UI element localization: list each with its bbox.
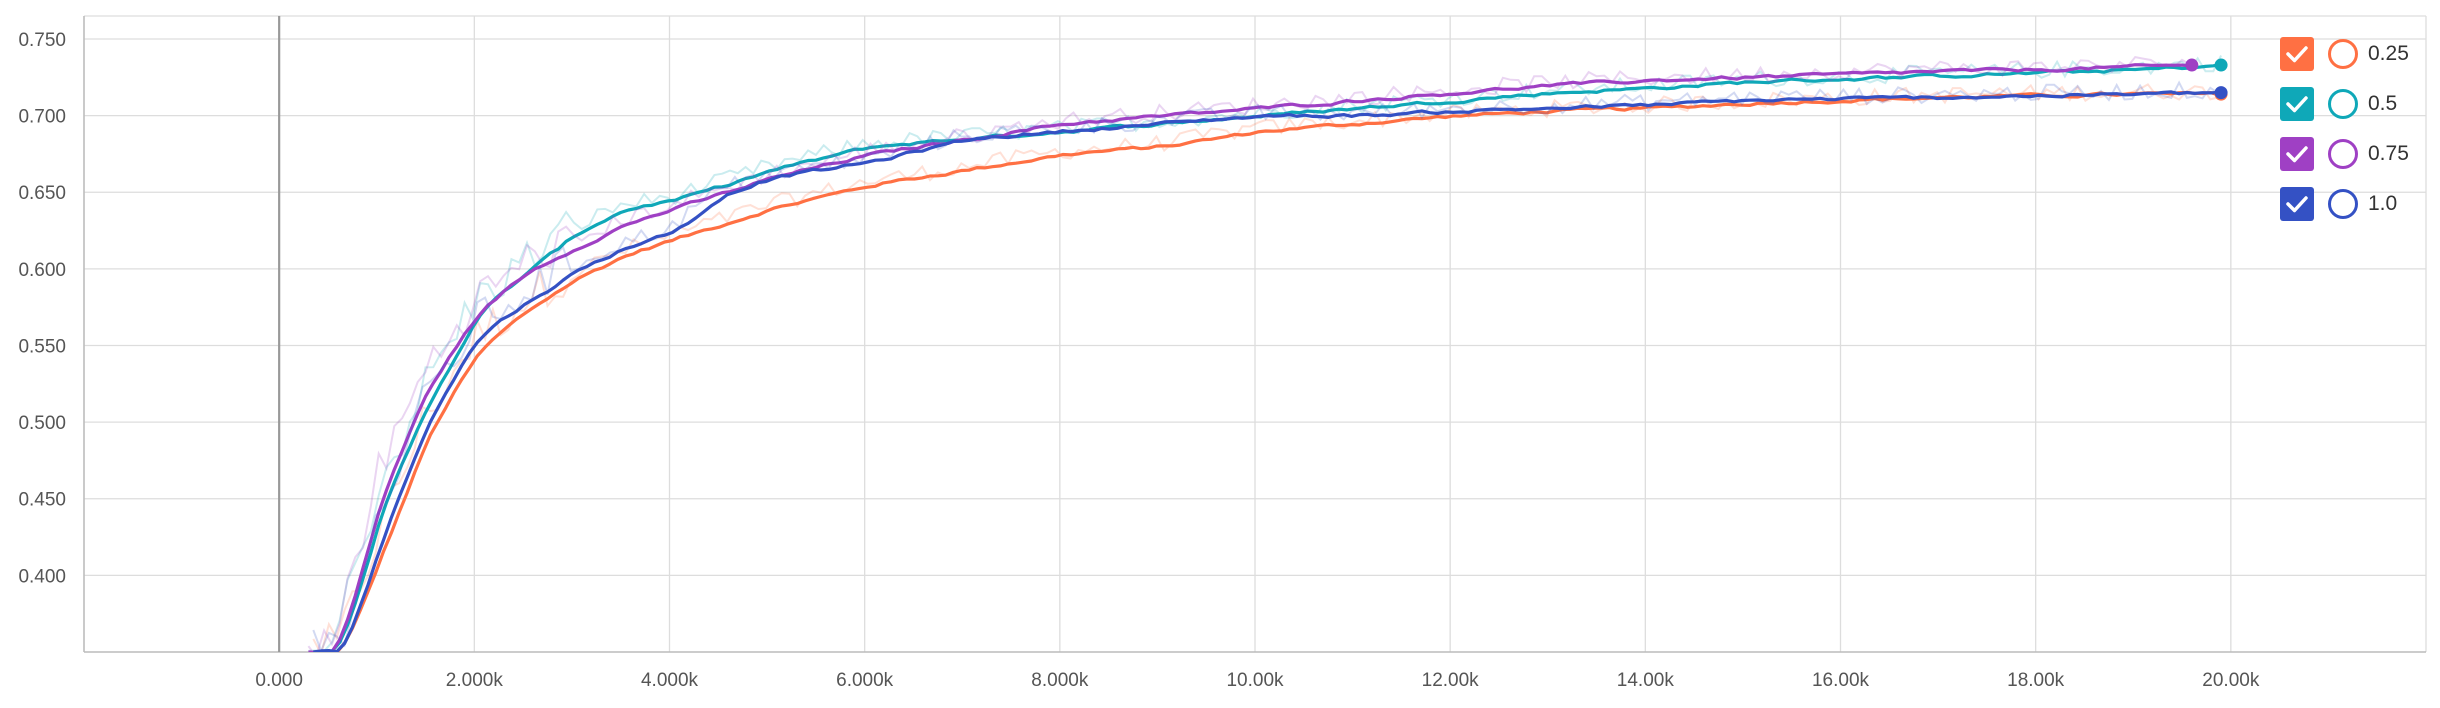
series-ring-icon[interactable] xyxy=(2328,139,2358,169)
series-raw-line xyxy=(308,55,2222,652)
x-tick-label: 20.00k xyxy=(2202,670,2260,691)
series-endpoint xyxy=(2185,58,2199,72)
x-tick-label: 2.000k xyxy=(446,670,504,691)
series-ring-icon[interactable] xyxy=(2328,89,2358,119)
y-tick-label: 0.550 xyxy=(18,336,66,357)
checkmark-icon xyxy=(2286,96,2308,113)
legend-label: 0.5 xyxy=(2368,92,2398,115)
series-endpoint xyxy=(2214,58,2228,72)
y-tick-label: 0.750 xyxy=(18,30,66,51)
checkmark-icon xyxy=(2286,46,2308,63)
x-tick-label: 14.00k xyxy=(1617,670,1675,691)
legend: 0.25 0.5 0.75 1.0 xyxy=(2268,30,2438,230)
y-tick-label: 0.650 xyxy=(18,183,66,204)
y-tick-label: 0.450 xyxy=(18,490,66,511)
series-line[interactable] xyxy=(313,90,2219,652)
y-tick-label: 0.600 xyxy=(18,260,66,281)
x-tick-label: 8.000k xyxy=(1031,670,1089,691)
checkmark-icon xyxy=(2286,146,2308,163)
axes xyxy=(83,16,2426,653)
x-tick-label: 6.000k xyxy=(836,670,894,691)
series-lines xyxy=(307,55,2222,654)
legend-item[interactable]: 1.0 xyxy=(2268,180,2438,230)
series-raw-line xyxy=(312,80,2219,652)
series-checkbox[interactable] xyxy=(2280,137,2314,171)
series-line[interactable] xyxy=(313,90,2219,653)
x-tick-label: 10.00k xyxy=(1226,670,1284,691)
series-endpoint xyxy=(2214,86,2228,100)
x-tick-label: 0.000 xyxy=(255,670,303,691)
series-line[interactable] xyxy=(308,62,2222,654)
legend-item[interactable]: 0.25 xyxy=(2268,30,2438,80)
y-tick-label: 0.400 xyxy=(18,566,66,587)
grid-lines xyxy=(83,15,2427,652)
y-tick-label: 0.700 xyxy=(18,107,66,128)
series-checkbox[interactable] xyxy=(2280,187,2314,221)
legend-label: 0.25 xyxy=(2368,42,2409,65)
y-axis-ticks: 0.400 0.450 0.500 0.550 0.600 0.650 0.700 0.750 xyxy=(18,30,66,587)
legend-label: 1.0 xyxy=(2368,192,2398,215)
x-axis-ticks: 0.000 2.000k 4.000k 6.000k 8.000k 10.00k 12.00… xyxy=(255,670,2259,691)
series-raw-line xyxy=(312,83,2219,652)
x-tick-label: 16.00k xyxy=(1812,670,1870,691)
x-tick-label: 4.000k xyxy=(641,670,699,691)
series-checkbox[interactable] xyxy=(2280,37,2314,71)
plot-area xyxy=(307,55,2228,654)
series-ring-icon[interactable] xyxy=(2328,39,2358,69)
checkmark-icon xyxy=(2286,196,2308,213)
x-tick-label: 18.00k xyxy=(2007,670,2065,691)
legend-label: 0.75 xyxy=(2368,142,2409,165)
series-checkbox[interactable] xyxy=(2280,87,2314,121)
series-line[interactable] xyxy=(308,63,2190,653)
series-ring-icon[interactable] xyxy=(2328,189,2358,219)
x-tick-label: 12.00k xyxy=(1422,670,1480,691)
series-raw-line xyxy=(307,56,2191,652)
legend-item[interactable]: 0.75 xyxy=(2268,130,2438,180)
legend-item[interactable]: 0.5 xyxy=(2268,80,2438,130)
y-tick-label: 0.500 xyxy=(18,413,66,434)
